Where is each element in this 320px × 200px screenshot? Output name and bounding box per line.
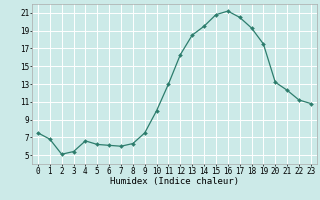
X-axis label: Humidex (Indice chaleur): Humidex (Indice chaleur): [110, 177, 239, 186]
